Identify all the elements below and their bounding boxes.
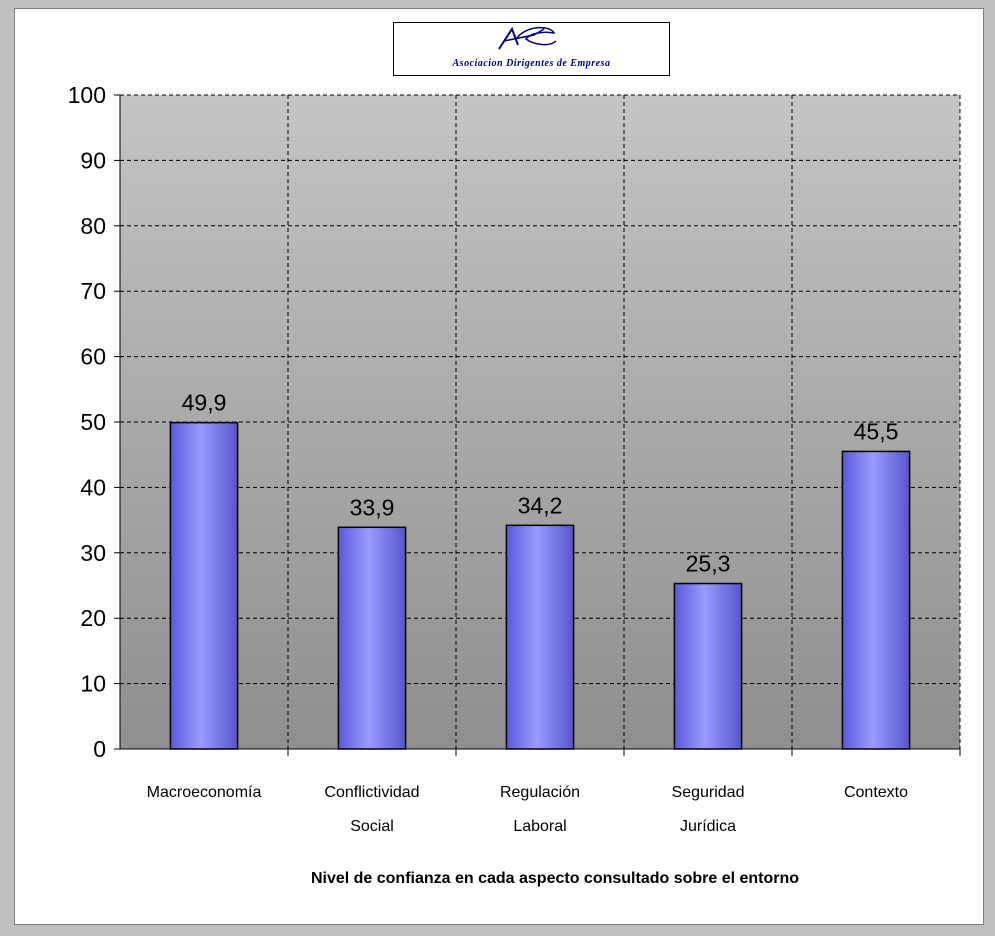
ade-logo-mark — [498, 26, 557, 50]
data-label: 49,9 — [182, 390, 227, 416]
y-tick-label: 0 — [93, 736, 106, 762]
y-tick-label: 60 — [80, 344, 106, 370]
x-axis-title: Nivel de confianza en cada aspecto consu… — [311, 870, 799, 887]
bar — [673, 582, 743, 750]
ade-logo-text: Asociacion Dirigentes de Empresa — [452, 58, 611, 69]
y-tick-label: 70 — [80, 278, 106, 304]
category-label: Laboral — [513, 818, 566, 835]
bar — [337, 526, 407, 750]
category-label: Contexto — [844, 784, 908, 801]
category-label: Conflictividad — [324, 784, 419, 801]
y-tick-label: 40 — [80, 474, 106, 500]
y-tick-label: 90 — [80, 147, 106, 173]
bar — [505, 524, 575, 750]
category-label: Regulación — [500, 784, 580, 801]
y-tick-label: 100 — [68, 82, 106, 108]
bar — [841, 450, 911, 750]
category-label: Seguridad — [672, 784, 745, 801]
y-tick-label: 10 — [80, 671, 106, 697]
data-label: 34,2 — [518, 492, 563, 518]
y-tick-label: 50 — [80, 409, 106, 435]
category-label: Jurídica — [680, 818, 736, 835]
ade-logo: Asociacion Dirigentes de Empresa — [393, 22, 670, 76]
y-tick-label: 80 — [80, 213, 106, 239]
bar — [169, 421, 239, 750]
category-label: Social — [350, 818, 394, 835]
category-label: Macroeconomía — [147, 784, 262, 801]
y-tick-label: 20 — [80, 605, 106, 631]
data-label: 33,9 — [350, 494, 395, 520]
y-tick-label: 30 — [80, 540, 106, 566]
data-label: 25,3 — [686, 551, 731, 577]
data-label: 45,5 — [854, 418, 899, 444]
